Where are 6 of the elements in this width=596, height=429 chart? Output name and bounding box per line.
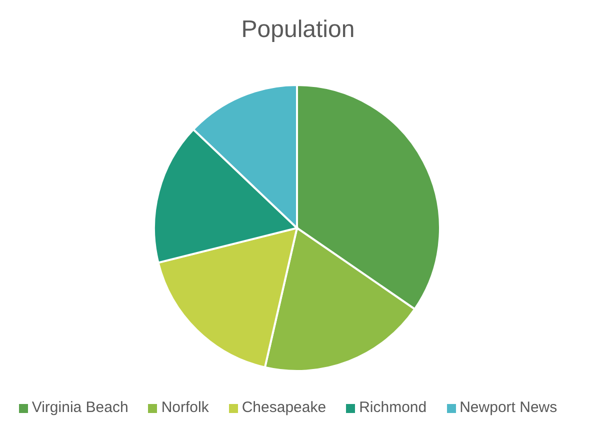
legend-label: Norfolk — [161, 399, 209, 416]
legend-label: Richmond — [359, 399, 427, 416]
legend-label: Virginia Beach — [32, 399, 128, 416]
chart-title: Population — [240, 15, 356, 45]
legend-label: Newport News — [460, 399, 558, 416]
legend-label: Chesapeake — [242, 399, 326, 416]
